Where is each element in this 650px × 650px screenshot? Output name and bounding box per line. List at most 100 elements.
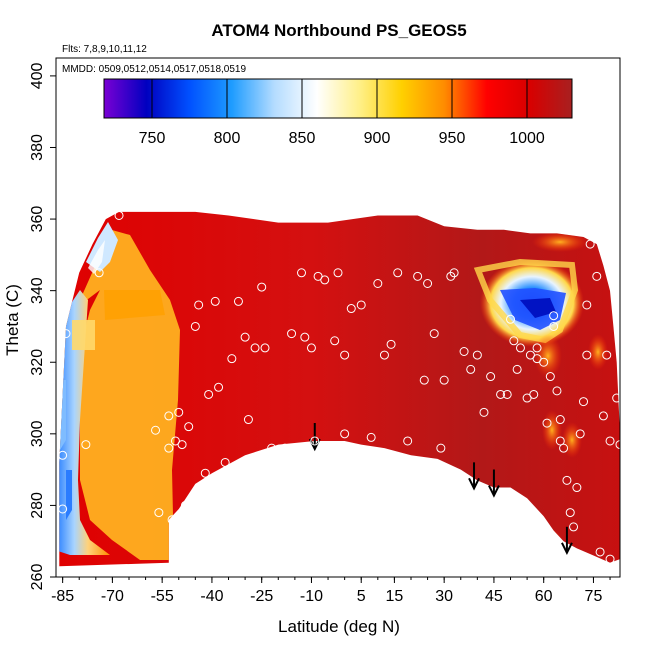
flight-point [539, 357, 549, 367]
flight-point [562, 475, 572, 485]
flight-point [373, 278, 383, 288]
flight-point [386, 339, 396, 349]
x-tick-label: -85 [51, 588, 74, 605]
x-tick-label: 60 [535, 588, 553, 605]
flight-point [459, 347, 469, 357]
colorbar-ramp [103, 78, 573, 119]
flight-point [366, 432, 376, 442]
colorbar-tick-label: 800 [214, 130, 241, 147]
tropopause-arrow [488, 469, 500, 498]
flight-point [466, 364, 476, 374]
x-tick-label: 30 [435, 588, 453, 605]
flight-point [184, 422, 194, 432]
flight-point [164, 411, 174, 421]
flight-point [240, 332, 250, 342]
flight-point [575, 429, 585, 439]
flight-point [449, 268, 459, 278]
tropopause-arrow [561, 526, 573, 556]
flight-point [379, 350, 389, 360]
dates-note: MMDD: 0509,0512,0514,0517,0518,0519 [62, 64, 246, 75]
flight-point [346, 304, 356, 314]
flight-point [297, 268, 307, 278]
y-tick-label: 320 [29, 349, 46, 376]
flight-point [595, 547, 605, 557]
flight-point [509, 336, 519, 346]
flight-point [310, 436, 320, 446]
flight-point [592, 271, 602, 281]
x-tick-label: 75 [585, 588, 603, 605]
flight-point [164, 443, 174, 453]
flight-point [585, 239, 595, 249]
flight-point [598, 411, 608, 421]
flight-point [565, 508, 575, 518]
flight-point [250, 343, 260, 353]
flight-point [94, 268, 104, 278]
y-tick-label: 260 [29, 564, 46, 591]
y-tick-label: 380 [29, 134, 46, 161]
flight-point [479, 407, 489, 417]
flight-point [549, 311, 559, 321]
flight-points [58, 210, 625, 564]
colorbar: 750 800 850 900 950 1000 [103, 78, 573, 147]
flight-point [549, 321, 559, 331]
flight-point [214, 382, 224, 392]
tropopause-arrow [468, 462, 480, 491]
colorbar-tick-label: 950 [439, 130, 466, 147]
flight-point [300, 332, 310, 342]
flight-point [542, 418, 552, 428]
x-axis-label: Latitude (deg N) [278, 617, 400, 636]
flight-point [177, 440, 187, 450]
flight-point [58, 450, 68, 460]
flight-point [356, 300, 366, 310]
flight-point [545, 372, 555, 382]
flights-note: Flts: 7,8,9,10,11,12 [62, 44, 147, 55]
flight-point [429, 329, 439, 339]
flight-point [393, 268, 403, 278]
flight-point [552, 386, 562, 396]
x-tick-label: 45 [485, 588, 503, 605]
flight-point [555, 415, 565, 425]
flight-point [506, 314, 516, 324]
flight-point [419, 375, 429, 385]
flight-point [515, 343, 525, 353]
flight-point [58, 504, 68, 514]
colorbar-tick-label: 850 [289, 130, 316, 147]
colorbar-tick-label: 1000 [509, 130, 545, 147]
flight-point [114, 210, 124, 220]
flight-point [81, 440, 91, 450]
x-tick-label: 15 [386, 588, 404, 605]
flight-point [439, 375, 449, 385]
flight-point [532, 343, 542, 353]
flight-point [61, 329, 71, 339]
flight-point [340, 429, 350, 439]
flight-point [200, 468, 210, 478]
flight-point [233, 296, 243, 306]
y-tick-label: 360 [29, 206, 46, 233]
flight-point [582, 300, 592, 310]
flight-point [210, 296, 220, 306]
x-tick-label: -55 [151, 588, 174, 605]
flight-point [260, 343, 270, 353]
flight-point [486, 372, 496, 382]
x-tick-label: -40 [200, 588, 223, 605]
flight-point [167, 515, 177, 525]
flight-point [436, 443, 446, 453]
flight-point [306, 343, 316, 353]
chart-title: ATOM4 Northbound PS_GEOS5 [211, 21, 466, 40]
flight-point [151, 425, 161, 435]
y-axis-label: Theta (C) [3, 284, 22, 356]
flight-point [174, 407, 184, 417]
x-tick-label: 5 [357, 588, 366, 605]
y-tick-label: 340 [29, 277, 46, 304]
flight-point [340, 350, 350, 360]
flight-point [502, 389, 512, 399]
flight-point [496, 389, 506, 399]
plot-axes: -85 -70 -55 -40 -25 -10 5 15 30 45 60 75 260 280 300 32… [29, 57, 621, 605]
x-tick-label: -70 [101, 588, 124, 605]
flight-point [582, 350, 592, 360]
flight-point [555, 436, 565, 446]
flight-point [320, 275, 330, 285]
flight-point [267, 443, 277, 453]
flight-point [579, 397, 589, 407]
x-tick-label: -10 [300, 588, 323, 605]
